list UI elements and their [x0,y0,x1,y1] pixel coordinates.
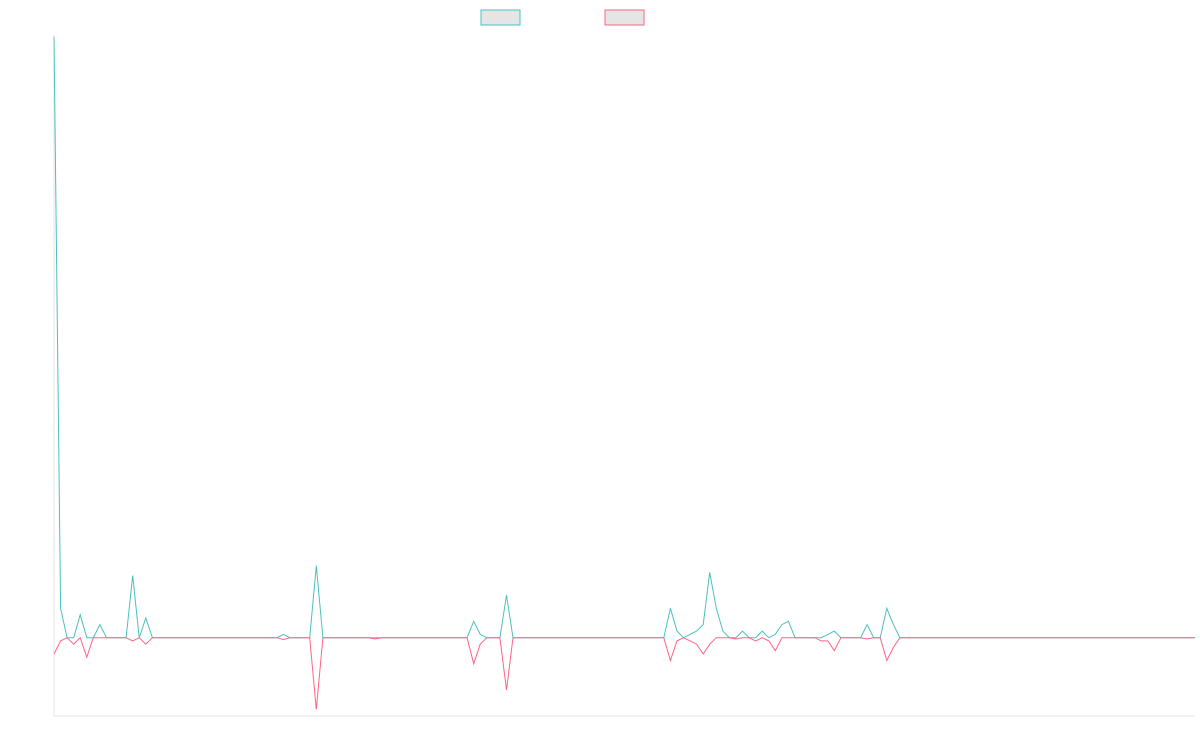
chart-series [53,36,1195,710]
chart-legend[interactable] [480,9,645,26]
legend-swatch-1[interactable] [480,9,521,26]
legend-swatch-2[interactable] [604,9,645,26]
chart-axes [53,35,1195,717]
series-line-2 [53,636,1195,710]
series-line-1 [53,36,1195,639]
